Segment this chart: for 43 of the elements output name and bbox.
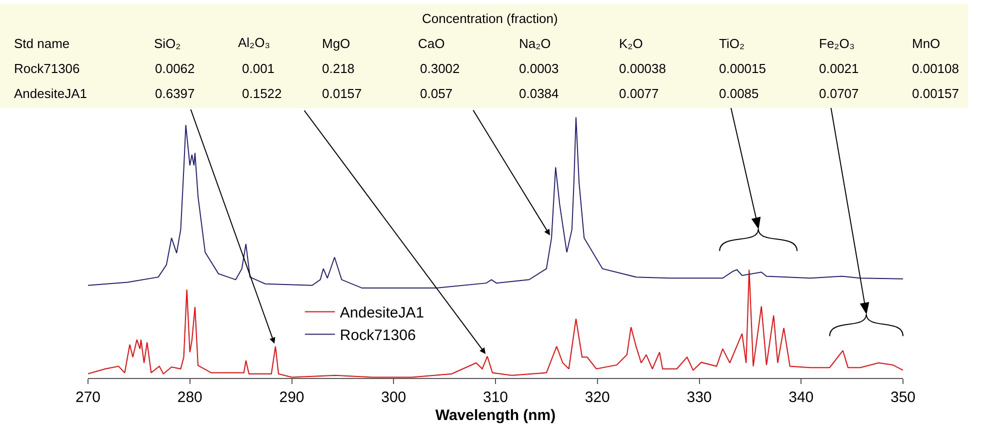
text: MnO <box>912 36 940 51</box>
text: 0.00108 <box>912 61 959 76</box>
text: 0.0077 <box>619 86 659 101</box>
text: 0.218 <box>322 61 355 76</box>
x-axis-title: Wavelength (nm) <box>435 407 556 424</box>
text: 0.3002 <box>420 61 460 76</box>
x-tick-label: 340 <box>788 389 814 406</box>
legend-label: AndesiteJA1 <box>340 304 424 322</box>
text: 0.0003 <box>519 61 559 76</box>
text: 0.0707 <box>819 86 859 101</box>
text: 0.00015 <box>719 61 766 76</box>
x-tick-label: 270 <box>75 389 101 406</box>
text: AndesiteJA1 <box>14 86 87 101</box>
x-tick-label: 330 <box>686 389 712 406</box>
x-tick-label: 350 <box>890 389 916 406</box>
legend-label: Rock71306 <box>340 327 416 344</box>
text: MgO <box>322 36 350 51</box>
text: 0.00157 <box>912 86 959 101</box>
text: 0.00038 <box>619 61 666 76</box>
text: 0.0384 <box>519 86 559 101</box>
text: K₂O <box>619 36 643 51</box>
text: 0.0085 <box>719 86 759 101</box>
text: 0.001 <box>242 61 275 76</box>
text: 0.0021 <box>819 61 859 76</box>
x-tick-label: 310 <box>482 389 508 406</box>
text: Concentration (fraction) <box>422 11 558 26</box>
text: 0.0062 <box>155 61 195 76</box>
text: 0.057 <box>420 86 453 101</box>
annotation: SiO₂ <box>154 36 181 51</box>
text: Std name <box>14 36 70 51</box>
annotation: CaO <box>418 36 445 51</box>
annotation: Al₂O₃ <box>238 35 270 50</box>
x-tick-label: 280 <box>177 389 202 406</box>
text: TiO₂ <box>719 36 745 51</box>
x-tick-label: 300 <box>381 389 406 406</box>
x-tick-label: 320 <box>584 389 610 406</box>
text: 0.1522 <box>242 86 282 101</box>
text: Na₂O <box>519 36 551 51</box>
text: Rock71306 <box>14 61 80 76</box>
text: 0.0157 <box>322 86 362 101</box>
text: 0.6397 <box>155 86 195 101</box>
text: Fe₂O₃ <box>819 36 855 51</box>
x-tick-label: 290 <box>279 389 304 406</box>
